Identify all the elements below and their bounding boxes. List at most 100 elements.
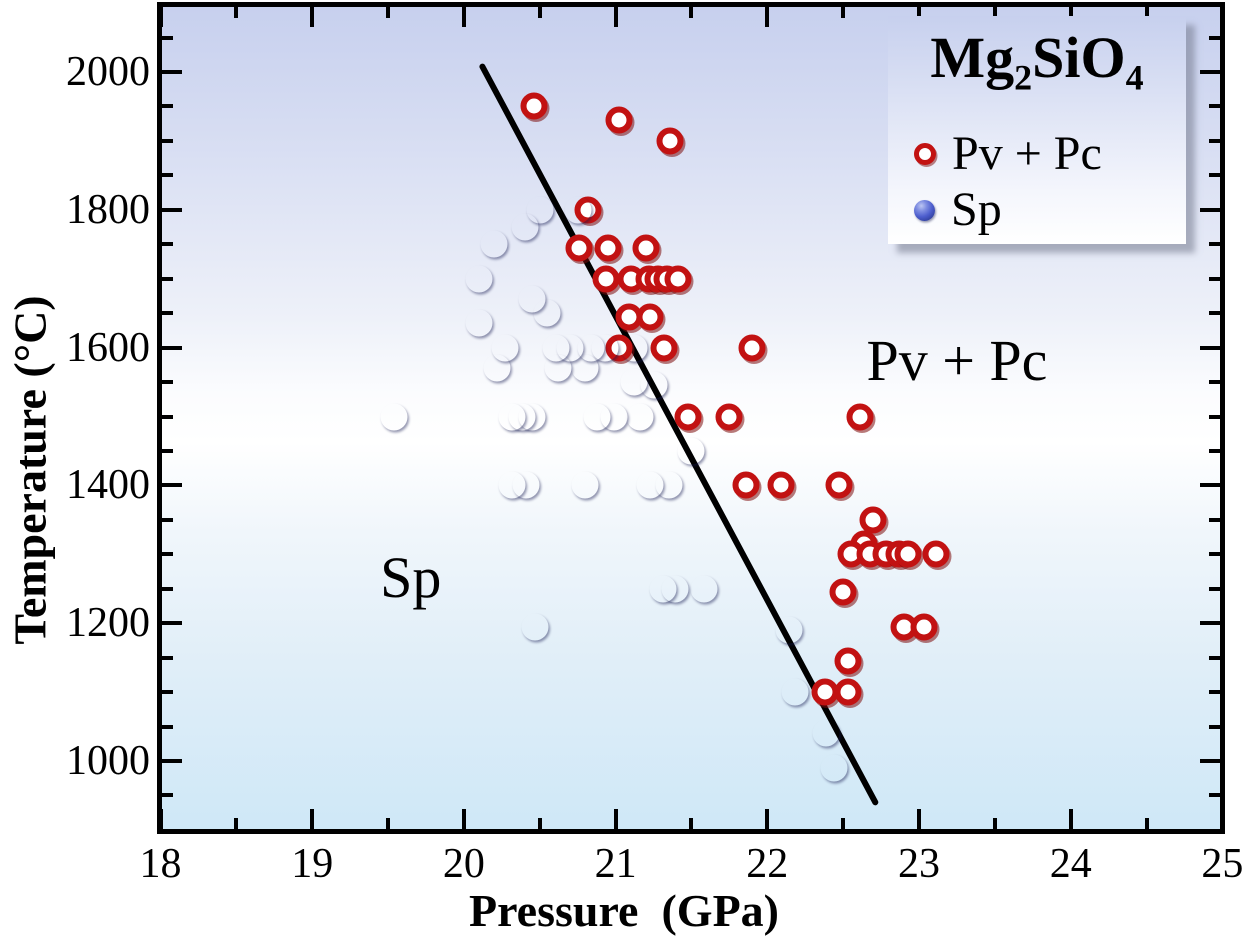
legend-title: Mg2SiO4 <box>888 25 1186 96</box>
region-label-pv-pc: Pv + Pc <box>866 328 1048 394</box>
data-point-sp <box>601 403 628 430</box>
data-point-pv <box>574 196 602 224</box>
y-tick-label: 1600 <box>66 324 150 371</box>
y-tick-label: 1800 <box>66 186 150 233</box>
y-major-tick <box>162 483 182 488</box>
x-minor-tick <box>992 818 997 829</box>
data-point-sp <box>572 472 599 499</box>
y-minor-tick-right <box>1209 690 1220 695</box>
x-axis-title: Pressure (GPa) <box>468 885 779 936</box>
x-minor-tick-top <box>841 7 846 18</box>
x-minor-tick <box>537 818 542 829</box>
legend-item-label: Pv + Pc <box>952 127 1102 180</box>
x-minor-tick-top <box>234 7 239 18</box>
x-major-tick <box>1220 809 1225 829</box>
data-point-pv <box>664 265 692 293</box>
x-minor-tick-top <box>386 7 391 18</box>
data-point-pv <box>767 471 795 499</box>
data-point-pv <box>834 647 862 675</box>
y-minor-tick <box>162 173 173 178</box>
y-minor-tick-right <box>1209 655 1220 660</box>
legend: Mg2SiO4 Pv + Pc Sp <box>888 16 1186 244</box>
data-point-sp <box>572 355 599 382</box>
y-minor-tick-right <box>1209 173 1220 178</box>
data-point-sp <box>661 575 688 602</box>
data-point-pv <box>592 265 620 293</box>
data-point-pv <box>636 303 664 331</box>
y-minor-tick <box>162 311 173 316</box>
y-major-tick-right <box>1200 345 1220 350</box>
y-minor-tick <box>162 552 173 557</box>
y-major-tick-right <box>1200 483 1220 488</box>
data-point-pv <box>656 127 684 155</box>
y-major-tick-right <box>1200 759 1220 763</box>
x-minor-tick <box>386 818 391 829</box>
x-minor-tick-top <box>1144 7 1149 18</box>
y-minor-tick <box>162 242 173 247</box>
y-minor-tick <box>162 793 173 798</box>
y-major-tick <box>162 207 182 212</box>
x-major-tick <box>158 809 163 829</box>
data-point-sp <box>626 403 653 430</box>
data-point-sp <box>690 575 717 602</box>
legend-item-pv-pc: Pv + Pc <box>914 128 1102 180</box>
data-point-pv <box>565 234 593 262</box>
legend-title-text: SiO <box>1032 25 1126 90</box>
legend-item-label: Sp <box>951 183 1002 236</box>
x-minor-tick <box>689 818 694 829</box>
data-point-sp <box>466 310 493 337</box>
data-point-pv <box>650 334 678 362</box>
y-minor-tick-right <box>1209 138 1220 143</box>
y-minor-tick-right <box>1209 586 1220 591</box>
data-point-pv <box>834 678 862 706</box>
x-major-tick-top <box>613 7 618 27</box>
y-minor-tick-right <box>1209 104 1220 109</box>
data-point-sp <box>813 720 840 747</box>
data-point-pv <box>825 471 853 499</box>
data-point-sp <box>655 472 682 499</box>
y-minor-tick <box>162 724 173 729</box>
y-minor-tick <box>162 276 173 281</box>
data-point-sp <box>781 679 808 706</box>
data-point-pv <box>894 540 922 568</box>
data-point-sp <box>591 334 618 361</box>
x-major-tick-top <box>158 7 163 27</box>
data-point-pv <box>594 234 622 262</box>
x-major-tick <box>310 809 315 829</box>
y-minor-tick <box>162 104 173 109</box>
data-point-sp <box>640 372 667 399</box>
data-point-pv <box>859 506 887 534</box>
data-point-sp <box>534 300 561 327</box>
x-tick-label: 24 <box>1049 841 1092 887</box>
y-minor-tick-right <box>1209 380 1220 385</box>
y-minor-tick-right <box>1209 448 1220 453</box>
y-minor-tick <box>162 586 173 591</box>
legend-item-sp: Sp <box>914 184 1002 236</box>
plot-area: Pv + Pc Sp <box>162 7 1220 829</box>
x-major-tick <box>765 809 770 829</box>
y-tick-label: 1400 <box>66 462 150 509</box>
x-minor-tick-top <box>689 7 694 18</box>
y-major-tick <box>162 621 182 626</box>
y-minor-tick <box>162 414 173 419</box>
data-point-pv <box>811 678 839 706</box>
data-point-sp <box>381 403 408 430</box>
data-point-sp <box>522 613 549 640</box>
data-point-sp <box>466 265 493 292</box>
data-point-pv <box>520 92 548 120</box>
x-major-tick <box>613 809 618 829</box>
data-point-sp <box>544 355 571 382</box>
x-tick-label: 20 <box>442 841 485 887</box>
y-minor-tick <box>162 517 173 522</box>
data-point-sp <box>775 617 802 644</box>
y-major-tick-right <box>1200 207 1220 212</box>
x-minor-tick <box>841 818 846 829</box>
y-minor-tick-right <box>1209 724 1220 729</box>
data-point-sp <box>821 754 848 781</box>
y-major-tick <box>162 70 182 74</box>
y-tick-label: 2000 <box>66 49 150 95</box>
data-point-pv <box>715 403 743 430</box>
data-point-pv <box>910 613 938 641</box>
y-major-tick-right <box>1200 70 1220 74</box>
data-point-pv <box>846 403 874 430</box>
